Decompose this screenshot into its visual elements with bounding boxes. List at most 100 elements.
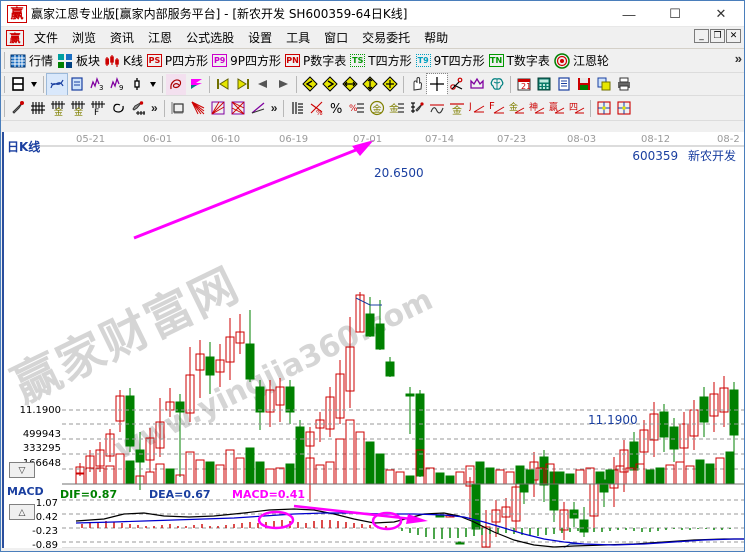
gold-lines-button[interactable]: 金 (387, 98, 407, 119)
zoom-expand-button[interactable] (380, 74, 400, 95)
menu-file[interactable]: 文件 (34, 31, 59, 45)
percent-button[interactable]: % (327, 98, 347, 119)
chart-canvas[interactable]: 赢家财富网 www.yingjia360.com QQ:100800360 (2, 132, 744, 551)
macd-panel-collapse-button[interactable]: △ (9, 504, 35, 520)
close-button[interactable]: ✕ (715, 6, 727, 21)
scissors-tool-button[interactable] (447, 74, 467, 95)
calculator-button[interactable] (534, 74, 554, 95)
price-axis-low: 11.1900 (19, 405, 61, 416)
percent-cross-button[interactable]: % (307, 98, 327, 119)
menu-formula-stock-pick[interactable]: 公式选股 (186, 31, 235, 45)
menu-news[interactable]: 资讯 (110, 31, 135, 45)
shift-right-button[interactable] (320, 74, 340, 95)
volume-panel-collapse-button[interactable]: ▽ (9, 462, 35, 478)
grid-lines-button[interactable] (28, 98, 48, 119)
mdi-close-button[interactable]: ✕ (726, 29, 741, 43)
toolbar-p-number-table[interactable]: PN P数字表 (283, 50, 348, 71)
toolbar-t-square[interactable]: TS T四方形 (348, 50, 413, 71)
zoom-horizontal-button[interactable] (340, 74, 360, 95)
crosshair-tool-button[interactable] (426, 73, 448, 95)
toolbar-kline[interactable]: K线 (102, 50, 145, 71)
toolbar-overflow-button[interactable]: » (734, 51, 742, 66)
menu-settings[interactable]: 设置 (248, 31, 273, 45)
vertical-bar-button[interactable] (127, 74, 147, 95)
toolbar-gann-wheel[interactable]: 江恩轮 (552, 50, 611, 71)
ladder-button[interactable] (287, 98, 307, 119)
j-angle-button[interactable]: J (467, 98, 487, 119)
rocket-grid-button[interactable] (128, 98, 148, 119)
fan-purple-button[interactable] (208, 98, 228, 119)
period-button[interactable] (8, 74, 28, 95)
angle-tool-button[interactable] (248, 98, 268, 119)
brain-tool-button[interactable] (487, 74, 507, 95)
price-chart-svg (34, 140, 744, 551)
fan-multi-button[interactable] (228, 98, 248, 119)
last-page-button[interactable] (233, 74, 253, 95)
wave9-button[interactable]: 9 (107, 74, 127, 95)
scribble-tool-button[interactable] (46, 73, 68, 95)
mdi-restore-button[interactable]: ❐ (710, 29, 725, 43)
clipboard-button[interactable] (67, 74, 87, 95)
toolbar-9t-square[interactable]: T9 9T四方形 (414, 50, 487, 71)
toolbar-t-number-table[interactable]: TN T数字表 (487, 50, 552, 71)
toolbar-t-square-label: T四方形 (368, 54, 412, 68)
rocket-mark-button[interactable] (407, 98, 427, 119)
toolbar-p-square[interactable]: PS P四方形 (145, 50, 210, 71)
bar-dropdown-button[interactable] (147, 74, 159, 95)
hand-tool-button[interactable] (407, 74, 427, 95)
rocket-tool-button[interactable] (8, 98, 28, 119)
gold-angle-button[interactable]: 金 (507, 98, 527, 119)
print-button[interactable] (614, 74, 634, 95)
flag-button[interactable] (186, 74, 206, 95)
grid-yellow1-button[interactable] (594, 98, 614, 119)
frame-tool-button[interactable] (168, 98, 188, 119)
macd-panel-label: MACD (7, 485, 44, 498)
maximize-button[interactable]: ☐ (669, 6, 681, 21)
first-page-button[interactable] (213, 74, 233, 95)
copy-button[interactable] (594, 74, 614, 95)
ying-angle-icon: 赢 (549, 101, 565, 114)
menu-tools[interactable]: 工具 (286, 31, 311, 45)
wave3-button[interactable]: 3 (87, 74, 107, 95)
f-angle-button[interactable]: F (487, 98, 507, 119)
pn-badge-icon: PN (285, 54, 301, 67)
menu-gann[interactable]: 江恩 (148, 31, 173, 45)
gold-red-button[interactable]: 金 (447, 98, 467, 119)
prev-button[interactable] (253, 74, 273, 95)
gold-circle-button[interactable]: 金 (367, 98, 387, 119)
menu-trade-order[interactable]: 交易委托 (362, 31, 411, 45)
toolbar-sector[interactable]: 板块 (55, 50, 102, 71)
zoom-vertical-button[interactable] (360, 74, 380, 95)
period-dropdown-button[interactable] (28, 74, 40, 95)
f-grid-button[interactable]: F (88, 98, 108, 119)
ying-angle-button[interactable]: 赢 (547, 98, 567, 119)
grid-yellow2-button[interactable] (614, 98, 634, 119)
mdi-minimize-button[interactable]: _ (694, 29, 709, 43)
grid-yellow2-icon (617, 101, 631, 115)
save-button[interactable] (574, 74, 594, 95)
si-angle-button[interactable]: 四 (567, 98, 587, 119)
spiral-button[interactable] (108, 98, 128, 119)
fan-red-button[interactable] (188, 98, 208, 119)
gold-grid1-button[interactable]: 金 (48, 98, 68, 119)
rocket-icon (12, 101, 24, 114)
menu-help[interactable]: 帮助 (424, 31, 449, 45)
menu-browse[interactable]: 浏览 (72, 31, 97, 45)
shen-angle-button[interactable]: 神 (527, 98, 547, 119)
gann-fan-more-button[interactable]: » (151, 101, 158, 115)
line-tools-more-button[interactable]: » (270, 101, 278, 115)
notes-button[interactable] (554, 74, 574, 95)
gann-scribble-button[interactable] (166, 73, 186, 95)
percent-lines-button[interactable]: % (347, 98, 367, 119)
macd-dif-label: DIF=0.87 (60, 488, 118, 501)
minimize-button[interactable]: — (622, 6, 636, 22)
crown-tool-button[interactable] (467, 74, 487, 95)
calendar-button[interactable]: 21 (514, 74, 534, 95)
toolbar-quote[interactable]: 行情 (8, 50, 55, 71)
shift-left-button[interactable] (300, 74, 320, 95)
menu-window[interactable]: 窗口 (324, 31, 349, 45)
next-button[interactable] (273, 74, 293, 95)
toolbar-9p-square[interactable]: P9 9P四方形 (210, 50, 283, 71)
gold-grid2-button[interactable]: 金 (68, 98, 88, 119)
arc-red-button[interactable] (427, 98, 447, 119)
